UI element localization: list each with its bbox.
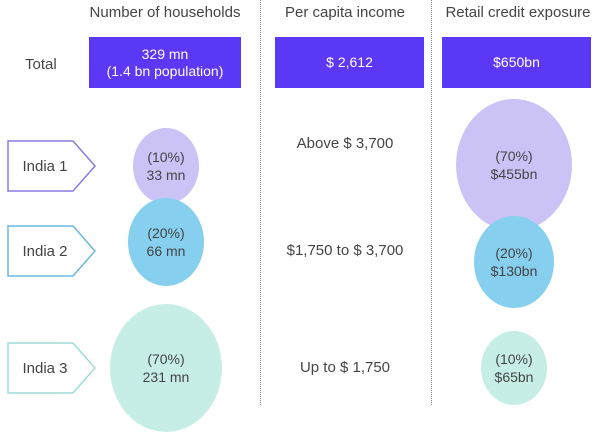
total-credit: $650bn	[493, 54, 540, 70]
credit-bubble-india-2: (20%) $130bn	[474, 216, 554, 308]
segment-tag-india-3: India 3	[7, 342, 97, 394]
credit-share: (10%)	[495, 351, 533, 367]
credit-value: $130bn	[490, 263, 538, 279]
header-credit: Retail credit exposure	[445, 4, 591, 21]
credit-bubble-india-3: (10%) $65bn	[481, 331, 547, 405]
total-households: 329 mn	[141, 45, 189, 62]
households-value: 33 mn	[146, 167, 186, 183]
column-divider	[431, 0, 432, 405]
header-households: Number of households	[89, 4, 241, 21]
credit-share: (20%)	[495, 245, 533, 261]
header-income: Per capita income	[284, 4, 406, 21]
households-share: (70%)	[147, 351, 185, 367]
households-bubble-india-1: (10%) 33 mn	[133, 128, 199, 204]
total-households-box: 329 mn (1.4 bn population)	[89, 37, 241, 88]
credit-value: $455bn	[490, 166, 538, 182]
households-bubble-india-2: (20%) 66 mn	[128, 198, 204, 286]
segment-label: India 2	[22, 242, 68, 260]
total-income-box: $ 2,612	[275, 37, 424, 88]
households-share: (10%)	[147, 149, 185, 165]
income-india-1: Above $ 3,700	[296, 135, 394, 152]
total-income: $ 2,612	[326, 54, 373, 70]
segment-label: India 1	[22, 157, 68, 175]
total-credit-box: $650bn	[442, 37, 591, 88]
credit-share: (70%)	[495, 148, 533, 164]
credit-bubble-india-1: (70%) $455bn	[456, 99, 572, 231]
households-share: (20%)	[147, 225, 185, 241]
credit-value: $65bn	[494, 369, 534, 385]
segment-tag-india-1: India 1	[7, 140, 97, 192]
pentagon-arrow-icon	[7, 225, 96, 277]
segment-label: India 3	[22, 359, 68, 377]
income-india-3: Up to $ 1,750	[299, 359, 391, 376]
pentagon-arrow-icon	[7, 140, 96, 192]
total-population: (1.4 bn population)	[106, 62, 224, 79]
households-bubble-india-3: (70%) 231 mn	[110, 304, 222, 432]
column-divider	[260, 0, 261, 405]
income-india-2: $1,750 to $ 3,700	[286, 242, 404, 259]
households-value: 231 mn	[142, 369, 190, 385]
households-value: 66 mn	[146, 243, 186, 259]
total-label: Total	[25, 56, 57, 73]
segment-tag-india-2: India 2	[7, 225, 97, 277]
pentagon-arrow-icon	[7, 342, 96, 394]
